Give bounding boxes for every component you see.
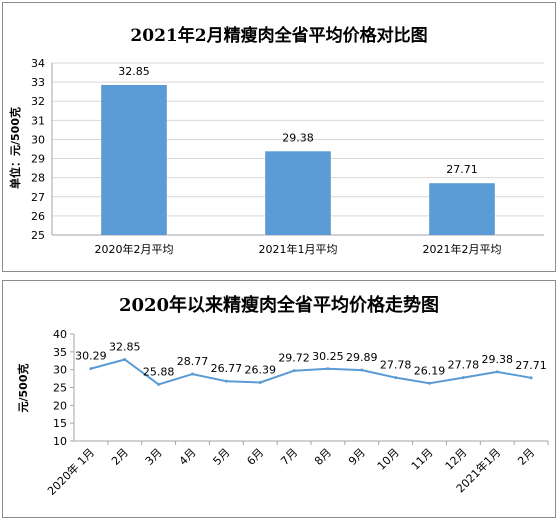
- bar-2: [265, 151, 331, 235]
- bar-chart-y-tick: 28: [31, 172, 45, 185]
- bar-chart-panel: 2021年2月精瘦肉全省平均价格对比图 单位：元/500克 25 26 27 28 29…: [2, 2, 556, 272]
- line-data-label: 30.25: [312, 350, 344, 363]
- price-trend-line: [90, 358, 532, 386]
- line-chart-y-ticks: 10 15 20 25 30 35 40: [53, 328, 67, 448]
- bar-chart-x-ticks: 2020年2月平均 2021年1月平均 2021年2月平均: [95, 242, 502, 256]
- bar-chart-y-tick: 26: [31, 210, 45, 223]
- line-data-label: 32.85: [109, 341, 141, 354]
- bar-chart-y-tick: 31: [31, 114, 45, 127]
- line-chart-y-tick: 35: [53, 346, 67, 359]
- line-chart-series: [89, 358, 533, 386]
- line-data-label: 26.39: [244, 364, 276, 377]
- line-point-2: [123, 358, 127, 362]
- bar-chart-y-tick: 25: [31, 229, 45, 242]
- line-point-1: [89, 367, 93, 371]
- line-chart-y-tick: 25: [53, 382, 67, 395]
- line-chart-panel: 2020年以来精瘦肉全省平均价格走势图 元/500克 10 15 20 25 30 35 4…: [2, 280, 556, 518]
- bar-chart-y-tick: 32: [31, 95, 45, 108]
- line-data-label: 26.77: [211, 362, 243, 375]
- bar-chart-data-labels: 32.85 29.38 27.71: [118, 65, 478, 176]
- line-point-12: [461, 376, 465, 380]
- line-chart-y-axis-label: 元/500克: [16, 364, 30, 413]
- bar-chart-y-axis-label: 单位：元/500克: [8, 107, 22, 189]
- line-chart-title: 2020年以来精瘦肉全省平均价格走势图: [119, 294, 439, 316]
- bar-data-label: 32.85: [118, 65, 150, 78]
- bar-chart-y-tick: 33: [31, 76, 45, 89]
- line-chart-axes: [70, 333, 549, 445]
- line-data-label: 30.29: [75, 350, 107, 363]
- line-chart-y-tick: 10: [53, 435, 67, 448]
- line-data-label: 29.72: [278, 352, 310, 365]
- line-point-13: [495, 370, 499, 374]
- bar-chart-x-tick: 2021年2月平均: [423, 242, 502, 256]
- bar-chart-y-tick: 30: [31, 133, 45, 146]
- bar-chart-x-tick: 2021年1月平均: [259, 242, 338, 256]
- bar-1: [101, 84, 167, 235]
- line-chart-y-tick: 40: [53, 328, 67, 341]
- bar-chart-y-ticks: 25 26 27 28 29 30 31 32 33 34: [31, 57, 45, 242]
- bar-data-label: 27.71: [446, 163, 478, 176]
- bar-chart-bars: [101, 84, 495, 235]
- line-data-label: 26.19: [414, 364, 446, 377]
- line-chart-frame: [2, 280, 556, 518]
- line-point-8: [326, 367, 330, 371]
- line-point-4: [191, 372, 194, 376]
- bar-3: [429, 183, 495, 235]
- line-point-7: [292, 369, 296, 373]
- line-point-9: [360, 368, 364, 372]
- bar-chart-y-tick: 27: [31, 191, 45, 204]
- bar-data-label: 29.38: [282, 131, 314, 144]
- bar-chart-y-tick: 34: [31, 57, 45, 70]
- line-data-label: 28.77: [177, 355, 209, 368]
- line-point-6: [258, 381, 262, 385]
- line-data-label: 27.78: [448, 359, 480, 372]
- line-chart-y-tick: 30: [53, 364, 67, 377]
- line-data-label: 27.71: [515, 359, 547, 372]
- line-point-11: [428, 381, 431, 385]
- line-point-14: [529, 376, 533, 380]
- line-point-10: [394, 376, 398, 380]
- line-point-5: [224, 379, 228, 383]
- line-chart-y-tick: 15: [53, 417, 67, 430]
- bar-chart-x-tick: 2020年2月平均: [95, 242, 174, 256]
- line-data-label: 25.88: [143, 365, 175, 378]
- line-chart-y-tick: 20: [53, 399, 67, 412]
- line-data-label: 29.38: [481, 353, 513, 366]
- line-data-label: 29.89: [346, 351, 378, 364]
- bar-chart-y-tick: 29: [31, 153, 45, 166]
- bar-chart-title: 2021年2月精瘦肉全省平均价格对比图: [130, 25, 427, 46]
- line-point-3: [157, 382, 161, 386]
- line-data-label: 27.78: [380, 359, 412, 372]
